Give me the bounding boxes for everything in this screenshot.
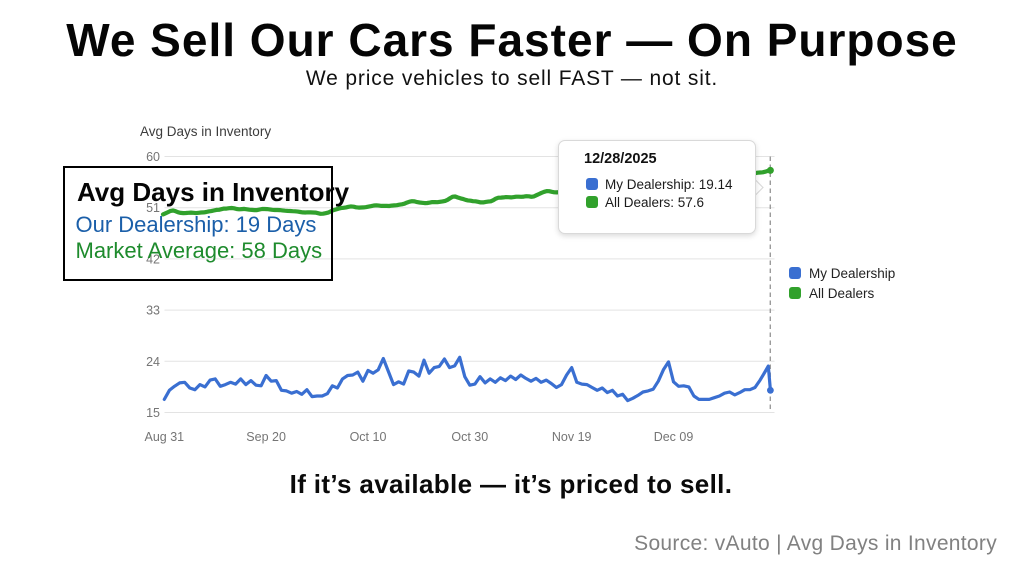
svg-text:Aug 31: Aug 31	[144, 430, 184, 444]
svg-text:33: 33	[146, 304, 160, 318]
svg-text:Oct 30: Oct 30	[451, 430, 488, 444]
svg-text:24: 24	[146, 355, 160, 369]
svg-text:51: 51	[146, 201, 160, 215]
svg-text:Nov 19: Nov 19	[552, 430, 592, 444]
svg-text:Dec 09: Dec 09	[654, 430, 694, 444]
svg-text:15: 15	[146, 406, 160, 420]
svg-text:Oct 10: Oct 10	[350, 430, 387, 444]
svg-text:42: 42	[146, 252, 160, 266]
svg-text:60: 60	[146, 150, 160, 164]
svg-text:Sep 20: Sep 20	[246, 430, 286, 444]
